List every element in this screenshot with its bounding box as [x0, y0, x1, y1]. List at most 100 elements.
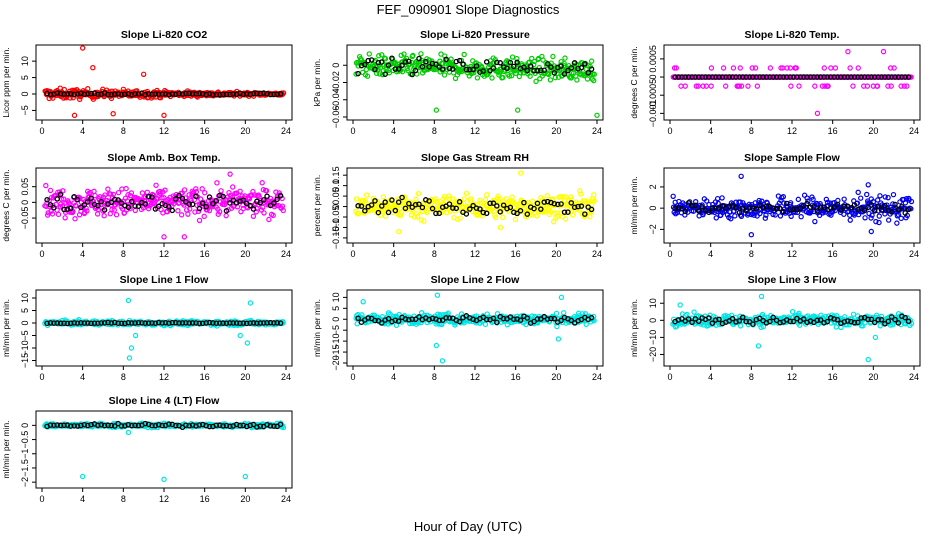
data-point	[43, 182, 49, 189]
reference-point	[54, 196, 60, 202]
reference-point	[831, 74, 837, 80]
y-tick-label: −0.5	[20, 431, 30, 449]
reference-point	[125, 204, 132, 211]
plot-frame	[35, 44, 293, 121]
reference-point	[885, 74, 892, 80]
reference-point	[750, 74, 756, 80]
data-point	[804, 195, 810, 201]
reference-point	[274, 196, 280, 202]
y-tick-label: 0	[20, 423, 30, 428]
reference-point	[199, 200, 206, 207]
data-point	[415, 190, 422, 197]
y-tick-label: −1	[20, 449, 30, 459]
reference-point	[861, 74, 868, 80]
outlier-point	[558, 294, 565, 301]
y-axis-label: percent per min.	[312, 175, 322, 236]
data-point	[270, 212, 276, 219]
reference-point	[568, 65, 575, 71]
reference-point	[152, 320, 159, 326]
reference-point	[433, 61, 439, 68]
data-point	[569, 212, 576, 218]
x-tick-label: 8	[121, 249, 126, 259]
reference-point	[81, 320, 88, 326]
reference-point	[382, 199, 388, 205]
x-tick-label: 4	[391, 126, 396, 136]
data-point	[503, 196, 509, 202]
data-point	[454, 216, 461, 222]
x-tick-label: 16	[511, 372, 521, 382]
reference-point	[675, 205, 682, 211]
data-point	[442, 198, 449, 204]
data-point	[113, 212, 120, 218]
data-point	[728, 216, 734, 222]
y-tick-label: 0.1	[331, 179, 341, 192]
reference-point	[838, 74, 844, 80]
data-point	[894, 220, 900, 226]
data-point	[57, 189, 63, 195]
outlier-point	[433, 107, 440, 113]
y-tick-label: −0.04	[331, 88, 341, 111]
reference-point	[210, 320, 216, 326]
x-tick-label: 0	[39, 126, 44, 136]
data-point	[547, 77, 554, 83]
outlier-point	[433, 342, 440, 349]
chart-panel-4: Slope Amb. Box Temp.degrees C per min.0 4…	[1, 152, 293, 259]
data-point	[484, 192, 490, 198]
data-point	[874, 83, 881, 89]
reference-point	[784, 74, 790, 80]
x-tick-label: 24	[909, 372, 919, 382]
data-point	[467, 198, 474, 204]
reference-point	[450, 205, 456, 211]
y-axis-label: ml/min per min.	[312, 299, 322, 357]
reference-point	[399, 194, 405, 201]
reference-point	[740, 74, 746, 80]
reference-point	[385, 209, 392, 216]
data-point	[221, 201, 228, 208]
reference-point	[865, 74, 871, 80]
reference-point	[578, 64, 585, 71]
data-point	[888, 83, 894, 89]
reference-point	[64, 320, 71, 327]
reference-point	[777, 205, 783, 212]
reference-point	[571, 204, 578, 211]
x-tick-label: 12	[159, 126, 169, 136]
reference-point	[213, 198, 220, 204]
x-tick-label: 8	[121, 494, 126, 504]
data-point	[94, 211, 101, 217]
reference-point	[51, 320, 57, 326]
data-point	[187, 206, 193, 212]
data-point	[513, 70, 519, 76]
outlier-point	[360, 299, 366, 305]
y-tick-label: 0.05	[331, 187, 341, 205]
data-point	[847, 217, 853, 223]
reference-point	[274, 320, 280, 326]
data-point	[85, 85, 91, 92]
reference-point	[78, 204, 84, 211]
reference-point	[895, 206, 902, 213]
data-point	[577, 188, 583, 194]
reference-point	[709, 205, 716, 211]
data-point	[447, 196, 453, 202]
x-tick-label: 4	[708, 126, 713, 136]
reference-point	[855, 74, 861, 80]
x-tick-label: 12	[470, 249, 480, 259]
reference-point	[267, 91, 274, 98]
reference-point	[213, 320, 220, 326]
reference-point	[675, 74, 682, 80]
data-point	[588, 58, 595, 64]
reference-point	[858, 74, 864, 80]
reference-point	[54, 320, 60, 326]
data-point	[479, 213, 486, 219]
reference-point	[453, 205, 459, 212]
data-point	[482, 196, 489, 203]
data-point	[377, 65, 384, 71]
reference-point	[692, 74, 699, 80]
reference-point	[514, 210, 520, 217]
reference-point	[436, 210, 443, 217]
data-point	[568, 197, 575, 203]
data-point	[199, 186, 205, 192]
outlier-point	[880, 48, 887, 55]
reference-point	[216, 320, 223, 326]
reference-point	[467, 206, 473, 212]
